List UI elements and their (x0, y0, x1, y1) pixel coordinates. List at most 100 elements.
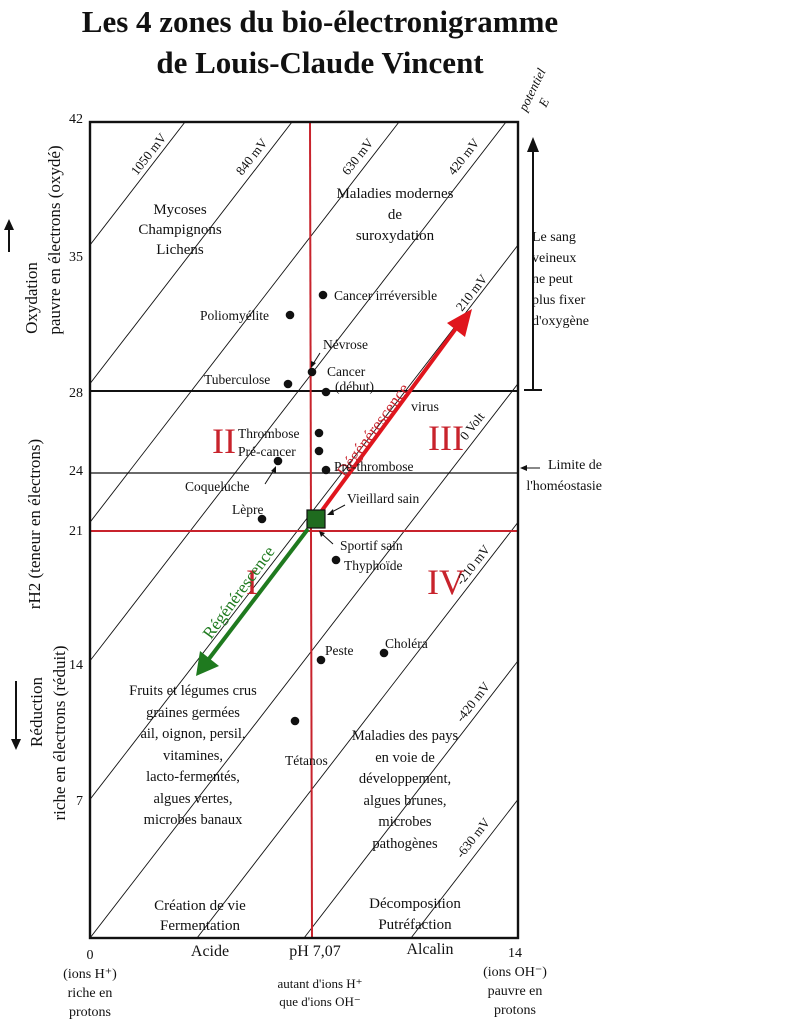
x-left-note: protons (69, 1005, 111, 1020)
x-axis-left: 0 (ions H⁺) riche en protons (60, 946, 120, 1022)
region-text: Mycoses (153, 202, 207, 218)
region-text: développement, (358, 771, 452, 787)
isopotential-line (90, 122, 400, 523)
point-label: Sportif sain (340, 538, 403, 553)
note-line: l'homéostasie (526, 479, 602, 494)
region-text: algues vertes, (153, 790, 233, 807)
x-axis-right: 14 (ions OH⁻) pauvre en protons (480, 944, 550, 1020)
chart-frame (88, 120, 520, 940)
y-tick-label: 24 (69, 464, 83, 479)
millivolt-label: -420 mV (453, 678, 494, 724)
region-text: Fermentation (160, 918, 240, 934)
data-point-dot (316, 655, 326, 665)
region-text: ail, oignon, persil, (140, 726, 246, 742)
point-label: Pré-cancer (238, 444, 296, 459)
region-text: Lichens (156, 242, 204, 258)
zone-i-label: I (246, 562, 258, 602)
diagram-title-line-2: de Louis-Claude Vincent (156, 45, 484, 80)
point-label: Thrombose (238, 426, 300, 441)
venous-blood-note: Le sang veineux ne peut plus fixer d'oxy… (532, 227, 589, 332)
potential-e-label: E (535, 96, 552, 111)
acide-label: Acide (190, 943, 230, 960)
region-text: algues brunes, (363, 792, 447, 809)
millivolt-label: 420 mV (445, 135, 483, 178)
y-tick-label: 35 (69, 250, 83, 265)
zone-iii-label: III (428, 418, 464, 458)
arrow-up-icon (527, 137, 539, 152)
region-text: Champignons (138, 222, 222, 238)
region-text: Décomposition (369, 896, 461, 912)
note-line: ne peut (532, 272, 573, 287)
region-text: en voie de (375, 749, 435, 766)
region-text: vitamines, (162, 747, 223, 764)
reduction-arrow-down-icon (11, 739, 21, 750)
millivolt-label: 1050 mV (128, 130, 170, 178)
zone-ii-label: II (212, 421, 236, 461)
point-label: (début) (335, 379, 374, 394)
region-decomposition: Décomposition Putréfaction (355, 894, 475, 936)
region-top-left: Mycoses Champignons Lichens (130, 200, 230, 260)
data-point-dot (283, 379, 293, 389)
region-creation-de-vie: Création de vie Fermentation (140, 896, 260, 936)
x-left-note: (ions H⁺) (63, 967, 117, 982)
region-text: pathogènes (372, 835, 438, 852)
diagram-title-line-1: Les 4 zones du bio-électronigramme (81, 4, 559, 39)
reduction-sublabel: riche en électrons (réduit) (50, 645, 69, 820)
data-point-dot (318, 290, 328, 300)
zone-iv-label: IV (427, 562, 465, 602)
y-tick-label: 21 (69, 524, 83, 539)
data-point-dot (290, 716, 300, 726)
regeneration-arrowhead-icon (196, 651, 219, 676)
oxidation-label: Oxydation (22, 262, 41, 334)
data-point-dot (331, 555, 341, 565)
reduction-label: Réduction (27, 677, 46, 747)
y-axis-ticks: 42 35 28 24 21 14 7 (69, 112, 83, 809)
y-tick-label: 42 (69, 112, 83, 127)
x-left-note: riche en (67, 986, 113, 1001)
data-points (257, 290, 389, 726)
data-point-dot (321, 387, 331, 397)
degeneration-arrow (310, 321, 462, 526)
point-label: Coqueluche (185, 479, 250, 494)
point-label: Vieillard sain (347, 491, 420, 506)
rh2-axis-label: rH2 (teneur en électrons) (25, 439, 44, 609)
alcalin-label: Alcalin (406, 941, 454, 958)
region-text: Maladies modernes (336, 186, 454, 202)
data-point-dot (257, 514, 267, 524)
note-line: plus fixer (532, 293, 586, 308)
region-text: suroxydation (355, 228, 435, 244)
point-label: Névrose (323, 337, 368, 352)
note-line: Le sang (532, 230, 576, 245)
point-label: Pré-thrombose (334, 459, 414, 474)
vieillard-arrow-icon (327, 509, 334, 515)
degeneration-arrowhead-icon (447, 309, 472, 337)
y-tick-label: 7 (76, 794, 83, 809)
ph-7-label: pH 7,07 (289, 943, 341, 960)
homeostasis-note: Limite de l'homéostasie (520, 455, 602, 497)
point-label: Cancer (327, 364, 366, 379)
x-tick-0: 0 (86, 948, 94, 963)
region-text: de (387, 207, 403, 223)
region-text: microbes (378, 814, 432, 830)
note-line: d'oxygène (532, 314, 589, 329)
data-point-dot (307, 367, 317, 377)
point-label: Thyphoïde (344, 558, 403, 573)
point-label: Choléra (385, 636, 428, 651)
coqueluche-arrow-icon (271, 466, 276, 473)
nevrose-arrow-icon (311, 361, 316, 368)
y-tick-label: 14 (69, 658, 83, 673)
x-right-note: (ions OH⁻) (483, 965, 547, 980)
point-label: Poliomyélite (200, 308, 269, 323)
x-right-note: pauvre en (487, 984, 543, 999)
y-tick-label: 28 (69, 386, 83, 401)
regeneration-arrow (203, 527, 310, 666)
virus-label: virus (411, 400, 439, 415)
region-text: Création de vie (154, 898, 246, 914)
point-label: Peste (325, 643, 354, 658)
millivolt-label: 630 mV (339, 135, 377, 178)
point-label: Tuberculose (204, 372, 271, 387)
x-right-note: protons (494, 1003, 536, 1018)
region-text: Maladies des pays (351, 728, 459, 744)
point-label: Tétanos (285, 753, 328, 768)
